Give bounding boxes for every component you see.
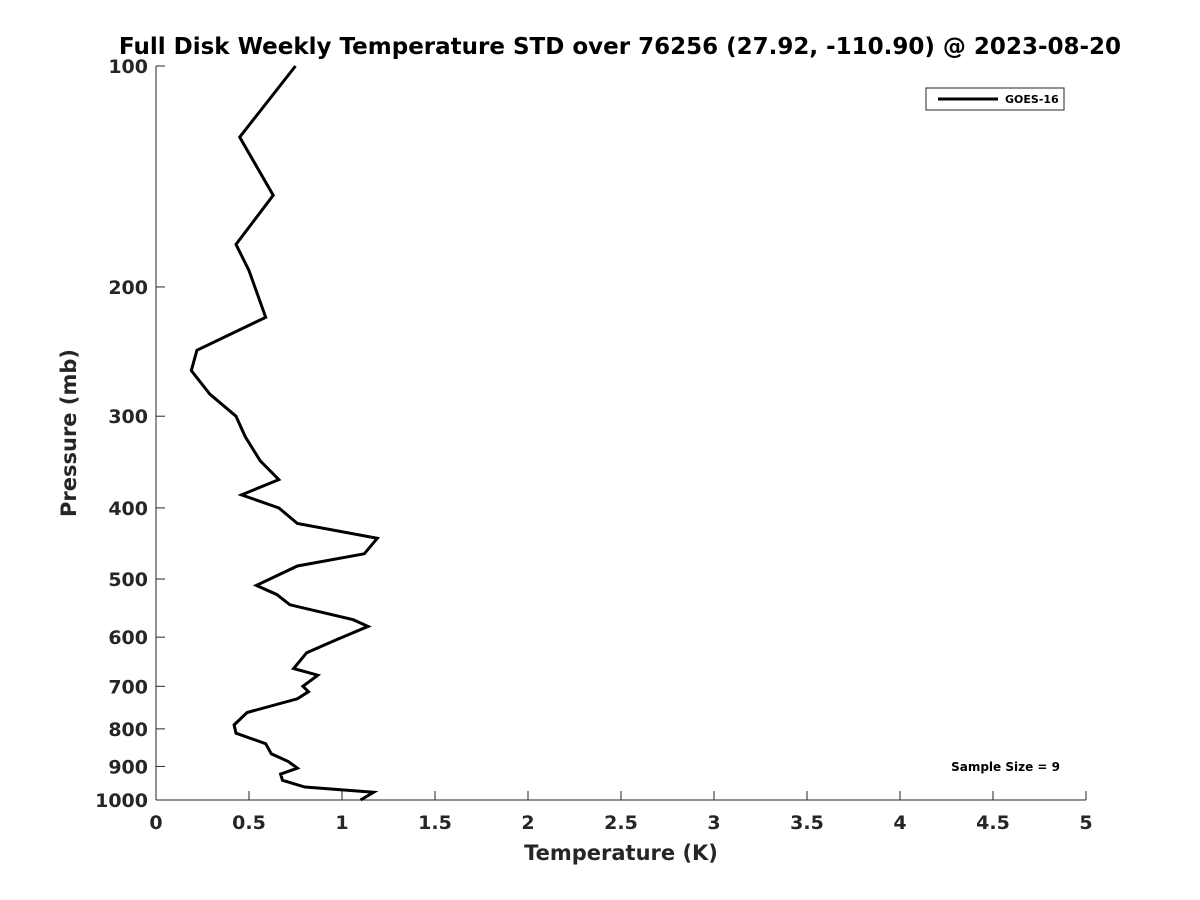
x-tick-label: 4.5 <box>976 812 1010 834</box>
plot-area: 0 0.5 1 1.5 2 2.5 3 3.5 4 4.5 5 100 200 300 400 500 600… <box>95 56 1093 834</box>
y-tick-label: 100 <box>108 56 148 78</box>
series-layer <box>189 65 381 802</box>
y-tick-label: 500 <box>108 569 148 591</box>
sample-size-annotation: Sample Size = 9 <box>951 760 1060 774</box>
y-tick-label: 1000 <box>95 790 148 812</box>
y-tick-label: 300 <box>108 406 148 428</box>
x-tick-label: 0.5 <box>232 812 266 834</box>
y-tick-label: 800 <box>108 719 148 741</box>
y-tick-label: 900 <box>108 756 148 778</box>
y-axis-ticks: 100 200 300 400 500 600 700 800 900 1000 <box>95 56 165 812</box>
x-tick-label: 2.5 <box>604 812 638 834</box>
x-tick-label: 2 <box>521 812 534 834</box>
x-tick-label: 1 <box>335 812 348 834</box>
legend-entry-goes-16: GOES-16 <box>1005 93 1059 106</box>
x-axis-ticks: 0 0.5 1 1.5 2 2.5 3 3.5 4 4.5 5 <box>149 791 1093 834</box>
y-tick-label: 700 <box>108 676 148 698</box>
series-line-goes-16 <box>189 65 381 802</box>
x-tick-label: 1.5 <box>418 812 452 834</box>
x-tick-label: 3 <box>707 812 720 834</box>
y-tick-label: 200 <box>108 277 148 299</box>
x-tick-label: 3.5 <box>790 812 824 834</box>
x-tick-label: 5 <box>1079 812 1092 834</box>
chart-title: Full Disk Weekly Temperature STD over 76… <box>119 34 1121 60</box>
x-tick-label: 4 <box>893 812 906 834</box>
y-tick-label: 400 <box>108 498 148 520</box>
y-axis-label: Pressure (mb) <box>57 349 81 517</box>
x-tick-label: 0 <box>149 812 162 834</box>
legend: GOES-16 <box>925 87 1065 111</box>
y-tick-label: 600 <box>108 627 148 649</box>
x-axis-label: Temperature (K) <box>524 841 718 865</box>
